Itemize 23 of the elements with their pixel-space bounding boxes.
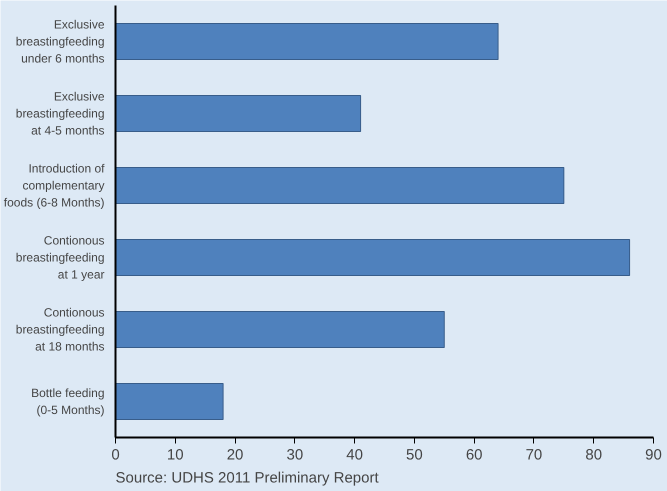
bar [116, 23, 499, 60]
x-tick-label: 80 [585, 446, 602, 464]
y-tick-label: Contionous breastingfeeding at 1 year [16, 234, 105, 282]
y-tick-label: Introduction of complementary foods (6-8 Months) [4, 162, 106, 210]
x-tick-label: 60 [466, 446, 483, 464]
bar [116, 239, 630, 276]
y-tick-label: Exclusive breastingfeeding at 4-5 months [16, 90, 105, 138]
x-tick-label: 0 [111, 446, 120, 464]
bar [116, 311, 445, 348]
bar [116, 383, 224, 420]
y-tick-label: Bottle feeding (0-5 Months) [31, 386, 105, 417]
x-tick-label: 90 [645, 446, 662, 464]
y-tick-label: Contionous breastingfeeding at 18 months [16, 306, 105, 354]
bar [116, 95, 362, 132]
x-tick-label: 30 [286, 446, 304, 464]
source-note: Source: UDHS 2011 Preliminary Report [116, 470, 380, 486]
x-tick-label: 10 [166, 446, 184, 464]
bar [116, 167, 564, 204]
x-tick-label: 40 [346, 446, 363, 464]
y-tick-label: Exclusive breastingfeeding under 6 months [16, 18, 105, 66]
x-tick-label: 20 [226, 446, 244, 464]
x-tick-label: 50 [406, 446, 423, 464]
x-tick-label: 70 [526, 446, 542, 464]
